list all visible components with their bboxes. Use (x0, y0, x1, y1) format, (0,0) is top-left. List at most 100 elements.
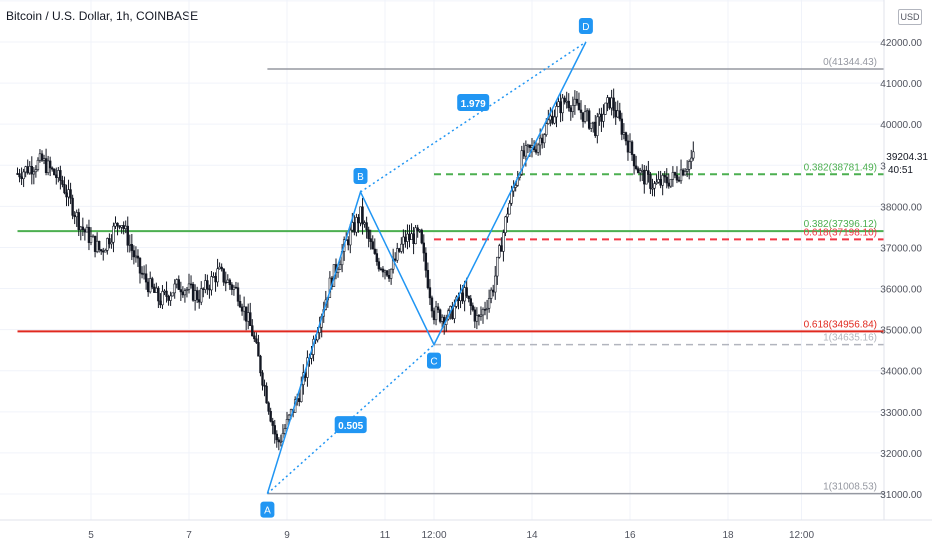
candle-body (636, 168, 640, 174)
candle-body (396, 248, 399, 261)
candle-body (583, 111, 587, 122)
candle-body (485, 307, 489, 310)
candle-body (665, 176, 668, 184)
x-tick-label: 12:00 (789, 530, 814, 541)
candle-body (565, 100, 568, 103)
candle-body (473, 309, 477, 322)
candle-body (349, 229, 352, 246)
level-label: 1(31008.53) (823, 482, 877, 493)
candle-body (30, 165, 33, 175)
y-tick-label: 33000.00 (880, 408, 922, 419)
candle-body (596, 116, 599, 136)
candle-body (620, 118, 624, 135)
candle-body (590, 122, 593, 129)
candle-body (379, 268, 383, 271)
candle-body (353, 222, 356, 233)
candle-body (577, 102, 581, 111)
candle-body (387, 274, 391, 279)
candle-body (336, 269, 340, 274)
candle-body (59, 170, 62, 181)
candle-body (142, 273, 146, 276)
ratio-label: 0.505 (334, 416, 367, 434)
currency-badge[interactable]: USD (898, 9, 922, 25)
candle-body (477, 315, 481, 317)
y-tick-label: 40000.00 (880, 120, 922, 131)
ratio-label: 1.979 (457, 93, 490, 111)
candle-body (663, 175, 666, 178)
candle-body (191, 283, 195, 301)
x-tick-label: 14 (526, 530, 538, 541)
candle-body (61, 180, 64, 185)
candle-body (434, 306, 438, 321)
candle-body (436, 306, 440, 311)
candle-body (610, 97, 613, 109)
candle-body (355, 217, 358, 233)
candle-body (426, 270, 430, 288)
candle-body (357, 217, 360, 224)
candle-body (538, 137, 542, 146)
pattern-point-text: D (582, 22, 589, 33)
candle-body (641, 169, 644, 172)
candle-body (128, 244, 131, 246)
candle-body (187, 283, 191, 290)
candle-body (85, 226, 89, 233)
candle-body (661, 175, 664, 186)
last-price-marker: 39204.31 40:51 (885, 147, 932, 177)
candle-body (506, 213, 509, 218)
candle-body (69, 189, 72, 199)
fib-levels: 0(41344.43) 0.382(38781.49) 0.382(37396.12… (17, 57, 884, 495)
candle-body (469, 298, 472, 306)
candle-body (75, 212, 78, 218)
candle-body (242, 306, 246, 312)
candle-body (679, 169, 683, 182)
candle-body (404, 236, 407, 242)
last-price-value: 39204.31 (886, 152, 928, 163)
candle-body (259, 355, 262, 374)
candle-body (504, 216, 507, 233)
candle-body (67, 189, 70, 198)
candle-body (273, 425, 276, 435)
candle-body (261, 372, 264, 386)
candle-body (24, 166, 27, 173)
candle-body (216, 268, 219, 283)
candle-body (602, 114, 605, 122)
candle-body (608, 97, 611, 109)
candle-body (416, 227, 419, 231)
candle-body (573, 98, 577, 106)
candle-body (22, 171, 25, 180)
candle-body (534, 149, 538, 153)
candle-body (149, 278, 152, 293)
candle-body (195, 290, 199, 300)
candle-body (265, 385, 268, 404)
candle-body (244, 306, 248, 322)
candle-body (124, 225, 127, 229)
candle-body (675, 174, 679, 181)
candle-body (347, 239, 350, 246)
candle-body (657, 179, 660, 183)
candle-body (653, 183, 656, 189)
candle-body (65, 192, 68, 198)
candle-body (496, 256, 499, 277)
candle-body (53, 168, 56, 176)
pattern-point-text: A (264, 506, 271, 517)
x-tick-label: 16 (624, 530, 636, 541)
candle-body (73, 215, 76, 218)
level-label: 0.618(37198.10) (804, 227, 877, 238)
y-tick-label: 41000.00 (880, 79, 922, 90)
candle-body (189, 283, 193, 286)
candle-body (616, 110, 619, 118)
candle-body (579, 109, 583, 113)
candle-body (547, 119, 550, 124)
candle-body (34, 169, 38, 173)
candle-body (140, 272, 144, 275)
candle-body (38, 153, 42, 161)
candle-body (381, 268, 385, 273)
candle-body (398, 248, 401, 252)
candle-body (659, 179, 662, 186)
candle-body (185, 289, 189, 292)
y-tick-label: 36000.00 (880, 285, 922, 296)
level-label: 1(34635.16) (823, 333, 877, 344)
candle-body (193, 290, 197, 301)
candle-body (487, 298, 491, 309)
